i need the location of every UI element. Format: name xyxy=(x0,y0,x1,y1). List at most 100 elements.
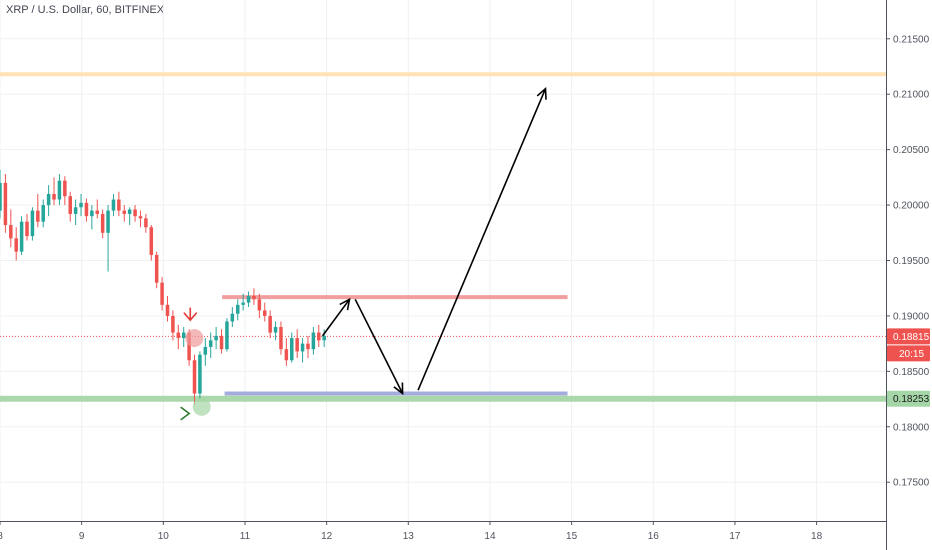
time-tick-label: 17 xyxy=(729,531,741,542)
support-price-badge xyxy=(887,390,930,407)
price-tick-label: 0.21000 xyxy=(893,90,930,101)
price-axis: 0.21500 0.21000 0.20500 0.20000 0.19500 0.190… xyxy=(886,0,930,550)
arrow-line xyxy=(354,298,404,394)
candle-body xyxy=(268,315,272,333)
candle-body xyxy=(165,304,170,316)
candle-body xyxy=(176,332,181,339)
time-tick-label: 18 xyxy=(811,531,823,542)
candle-body xyxy=(203,346,208,355)
arrow-line xyxy=(417,88,547,391)
candle-body xyxy=(90,210,94,217)
time-tick-label: 12 xyxy=(321,531,333,542)
price-tick-label: 0.18000 xyxy=(893,422,930,433)
candle-body xyxy=(106,210,110,233)
candle-body xyxy=(311,332,316,350)
candle-body xyxy=(154,254,159,283)
candle-body xyxy=(257,299,262,311)
candle-body xyxy=(160,282,164,305)
candle-body xyxy=(79,202,83,208)
arrow-line xyxy=(321,298,351,337)
time-tick-label: 10 xyxy=(158,531,170,542)
candle-body xyxy=(122,210,127,214)
candle-body xyxy=(149,227,154,255)
support-price-label: 0.18253 xyxy=(893,394,930,405)
candle-body xyxy=(52,193,56,200)
arrow-head-icon xyxy=(339,297,351,311)
price-tick-label: 0.17500 xyxy=(893,478,930,489)
time-tick-label: 13 xyxy=(403,531,415,542)
candle-body xyxy=(111,199,116,211)
candle-body xyxy=(246,295,251,303)
drawings xyxy=(180,86,547,421)
price-tick-label: 0.19500 xyxy=(893,256,930,267)
candle-body xyxy=(241,302,245,305)
candle-body xyxy=(219,335,224,350)
candle-body xyxy=(9,225,13,239)
candle-body xyxy=(235,304,240,314)
candle-body xyxy=(192,360,197,394)
candle-body xyxy=(295,338,299,352)
last-price-label: 0.18815 xyxy=(893,332,930,343)
candle-body xyxy=(19,221,24,252)
candle-body xyxy=(208,340,213,347)
arrow-head-icon xyxy=(536,86,547,100)
candle-body xyxy=(30,210,35,237)
chevron-right-icon xyxy=(180,406,191,421)
candle-body xyxy=(225,321,229,350)
price-tick-label: 0.18500 xyxy=(893,367,930,378)
candle-body xyxy=(306,343,310,350)
candle-body xyxy=(171,315,175,333)
candle-body xyxy=(0,182,2,211)
time-tick-label: 11 xyxy=(240,531,251,542)
highlight-marker xyxy=(185,329,204,348)
candle-body xyxy=(46,193,51,206)
candle-body xyxy=(279,327,283,350)
candle-body xyxy=(84,202,89,217)
candle-body xyxy=(181,332,186,339)
grid-lines xyxy=(0,0,886,521)
candle-body xyxy=(273,327,278,333)
candle-body xyxy=(63,180,67,197)
countdown-label: 20:15 xyxy=(899,349,924,360)
candle-body xyxy=(322,335,326,341)
candle-body xyxy=(57,180,62,200)
candles xyxy=(0,169,326,405)
candle-body xyxy=(95,210,100,214)
last-price-badge xyxy=(887,328,930,345)
candle-body xyxy=(41,205,45,222)
time-tick-label: 14 xyxy=(484,531,496,542)
time-tick-label: 8 xyxy=(0,531,3,542)
candle-body xyxy=(25,221,29,237)
candle-body xyxy=(100,213,105,233)
arrow-head-icon xyxy=(393,382,404,396)
candle-body xyxy=(14,238,18,252)
countdown-badge xyxy=(887,345,930,362)
candle-body xyxy=(133,209,137,217)
candle-body xyxy=(198,354,202,394)
chevron-down-icon xyxy=(183,307,198,322)
candle-body xyxy=(3,182,8,226)
candle-body xyxy=(230,313,235,322)
candle-body xyxy=(138,216,143,219)
price-tick-label: 0.20500 xyxy=(893,145,930,156)
candle-body xyxy=(127,209,132,214)
highlight-marker xyxy=(192,397,211,416)
time-tick-label: 9 xyxy=(79,531,85,542)
price-badges: 0.18815 20:15 0.18253 xyxy=(887,328,930,407)
candle-body xyxy=(117,199,121,211)
price-tick-label: 0.20000 xyxy=(893,201,930,212)
time-axis: 8 9 10 11 12 13 14 15 16 17 18 xyxy=(0,521,886,542)
candle-body xyxy=(252,295,256,300)
candle-body xyxy=(300,343,305,352)
candle-body xyxy=(36,210,40,222)
candle-body xyxy=(187,332,191,361)
candle-body xyxy=(317,332,321,341)
horizontal-lines xyxy=(0,72,886,402)
candle-body xyxy=(262,310,267,316)
candle-body xyxy=(73,207,78,214)
candle-body xyxy=(68,196,72,214)
price-tick-label: 0.19000 xyxy=(893,311,930,322)
candle-body xyxy=(290,338,294,361)
